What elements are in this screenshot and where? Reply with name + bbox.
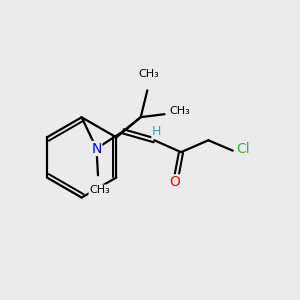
- Text: CH₃: CH₃: [138, 69, 159, 79]
- Text: H: H: [152, 125, 161, 138]
- Text: CH₃: CH₃: [169, 106, 190, 116]
- Text: CH₃: CH₃: [89, 185, 110, 195]
- Text: N: N: [91, 142, 102, 155]
- Text: O: O: [169, 175, 180, 189]
- Text: Cl: Cl: [236, 142, 250, 156]
